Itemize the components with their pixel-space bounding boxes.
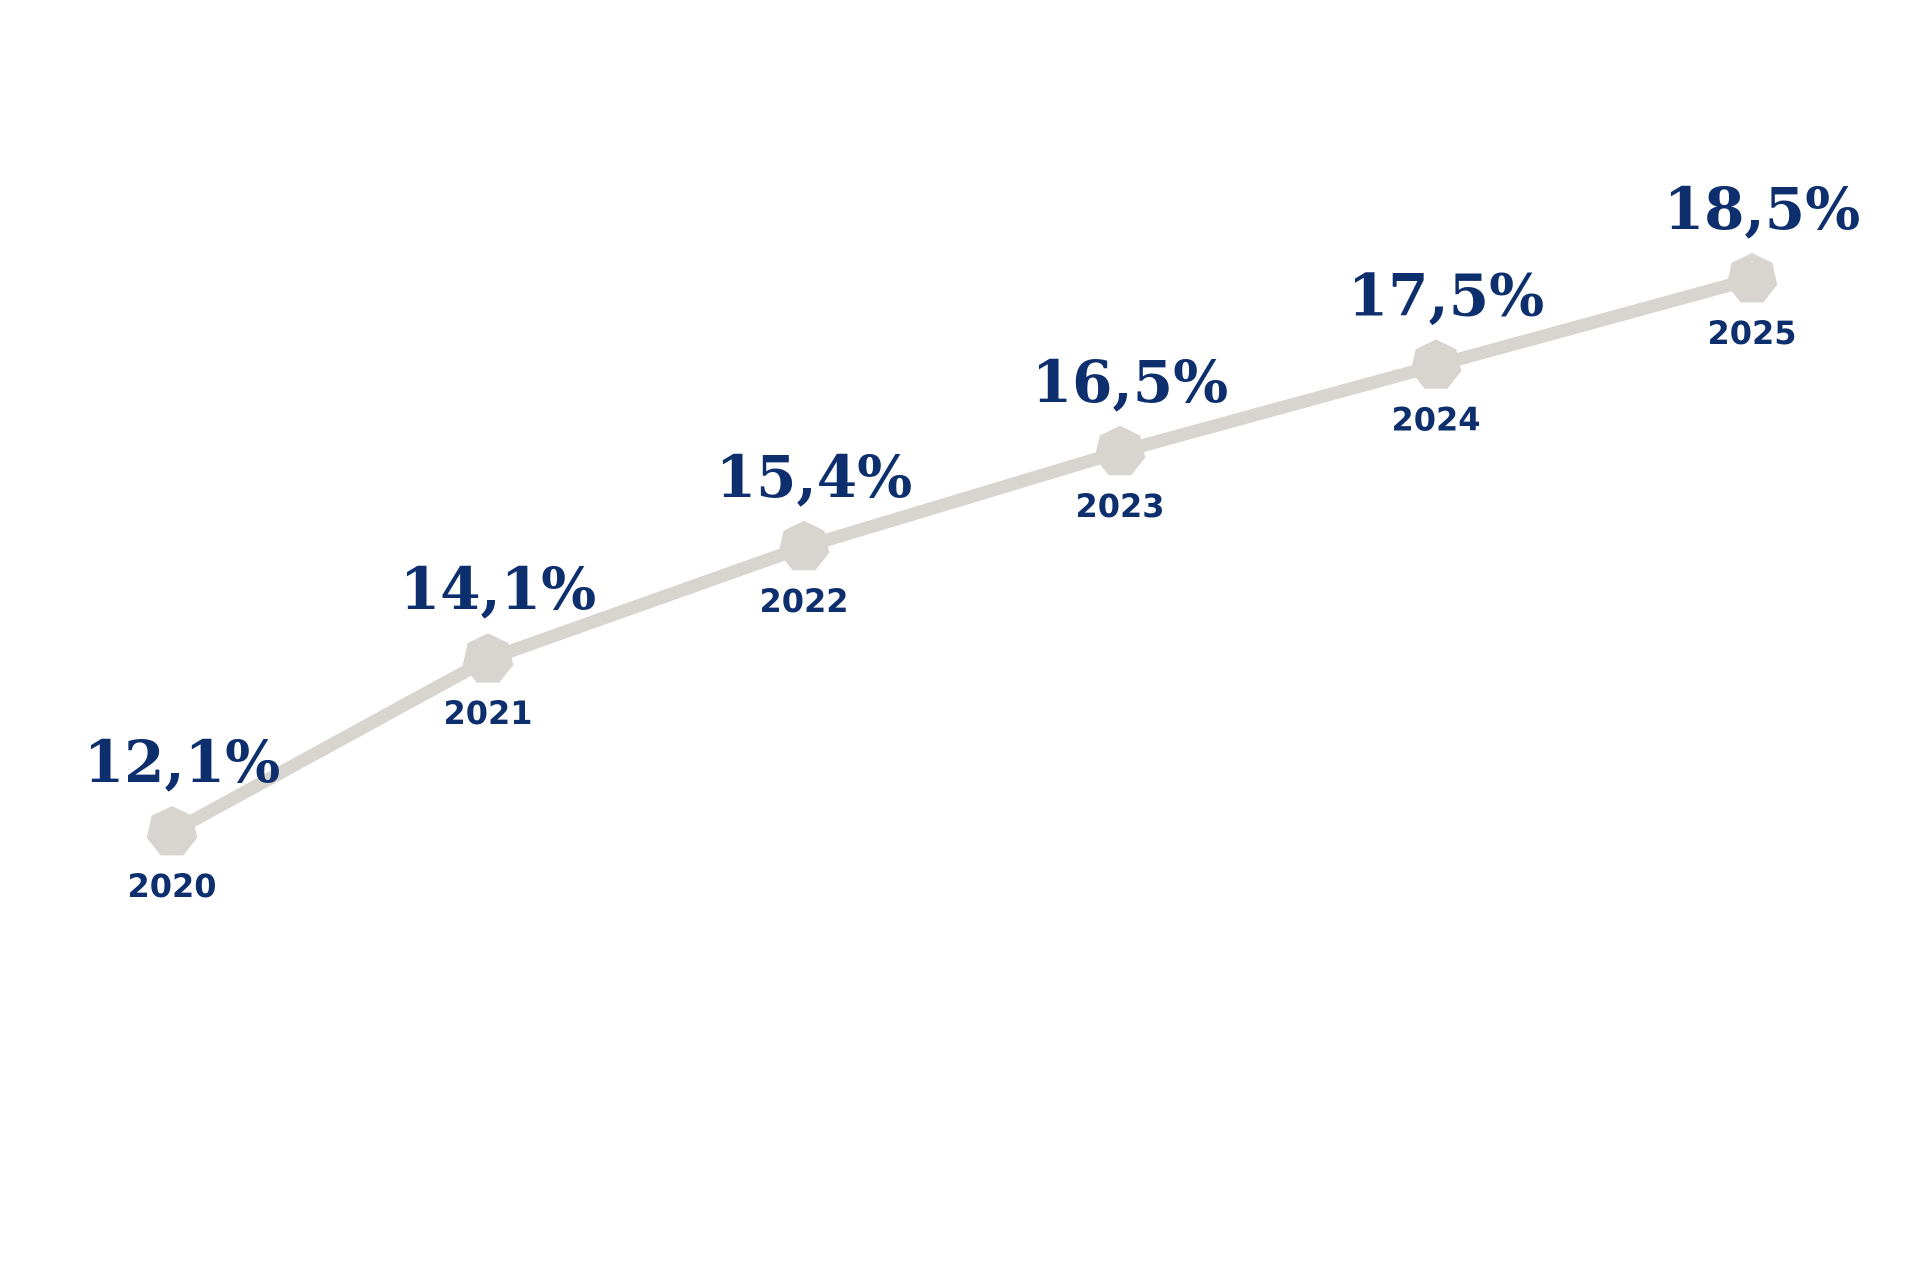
value-label-2025: 18,5% xyxy=(1664,175,1860,243)
year-label-2021: 2021 xyxy=(443,694,532,732)
data-point-2024 xyxy=(1410,339,1462,389)
data-point-2022 xyxy=(778,520,830,571)
series-line xyxy=(165,272,1759,839)
year-label-2023: 2023 xyxy=(1075,487,1164,525)
year-label-2024: 2024 xyxy=(1391,400,1480,438)
data-markers xyxy=(146,253,1778,856)
x-tick-labels: 2020 2021 2022 2023 2024 2025 xyxy=(127,314,1796,905)
year-label-2022: 2022 xyxy=(759,582,848,620)
value-label-2020: 12,1% xyxy=(84,728,280,796)
data-point-2023 xyxy=(1094,425,1146,476)
value-labels: 12,1% 14,1% 15,4% 16,5% 17,5% 18,5% xyxy=(84,175,1860,796)
value-label-2023: 16,5% xyxy=(1032,348,1228,416)
data-point-2021 xyxy=(462,633,514,683)
value-label-2021: 14,1% xyxy=(400,555,596,623)
data-point-2020 xyxy=(146,806,198,856)
year-label-2025: 2025 xyxy=(1707,314,1796,352)
year-label-2020: 2020 xyxy=(127,867,216,905)
value-label-2024: 17,5% xyxy=(1348,261,1544,329)
data-point-2025 xyxy=(1726,253,1778,303)
value-label-2022: 15,4% xyxy=(716,443,912,511)
